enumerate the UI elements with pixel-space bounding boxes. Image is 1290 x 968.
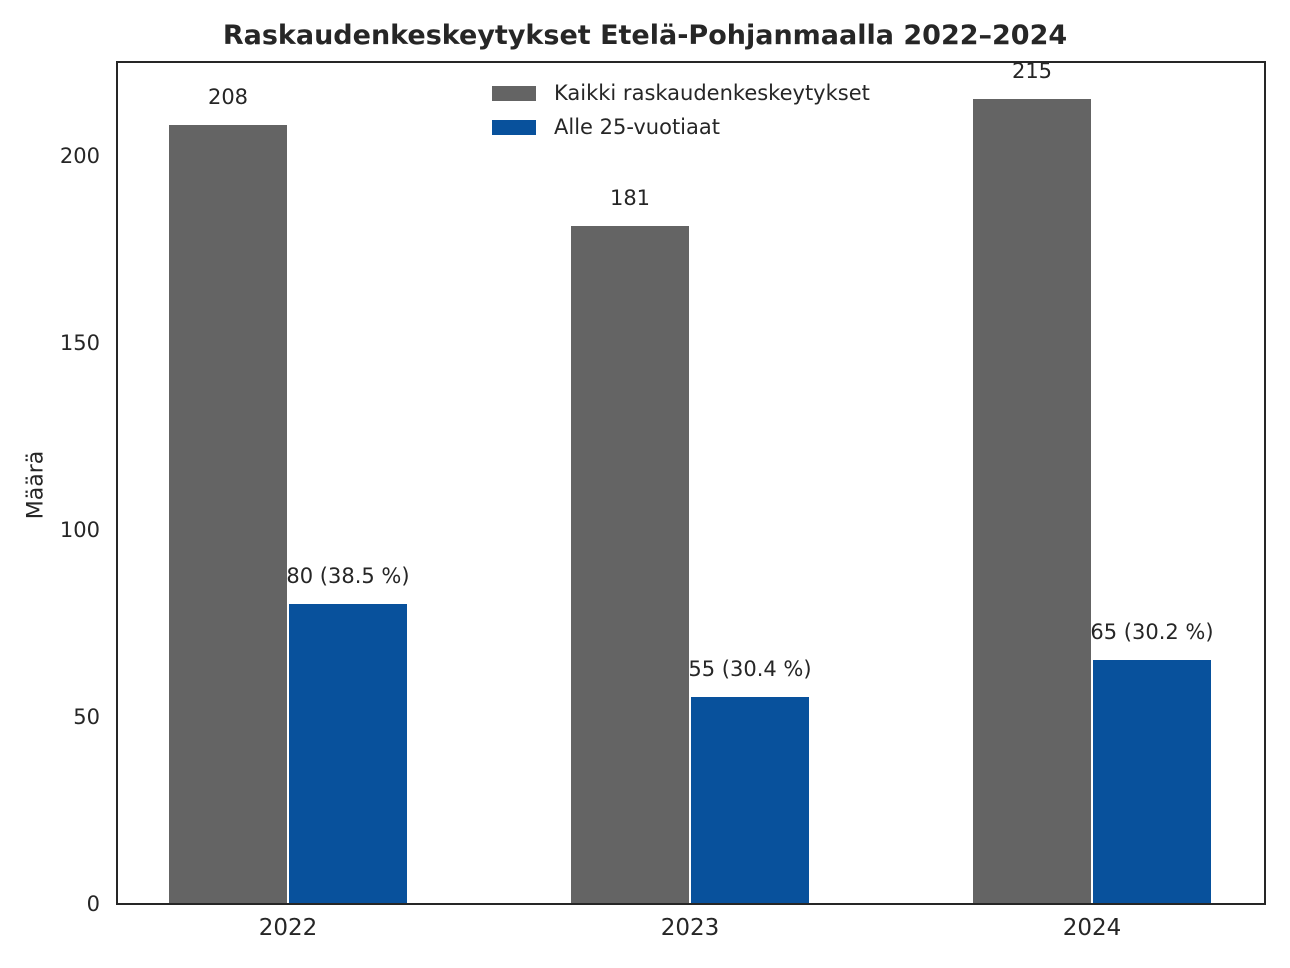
chart-title: Raskaudenkeskeytykset Etelä-Pohjanmaalla… bbox=[222, 20, 1068, 51]
x-tick-label: 2024 bbox=[1062, 915, 1122, 941]
y-tick-label: 100 bbox=[59, 518, 100, 543]
bar-value-label: 55 (30.4 %) bbox=[688, 657, 812, 682]
legend-swatch-under25 bbox=[492, 119, 536, 135]
legend-item-under25: Alle 25-vuotiaat bbox=[492, 110, 870, 144]
bar-under25 bbox=[1093, 659, 1211, 903]
y-tick-label: 200 bbox=[59, 144, 100, 169]
bar-all bbox=[571, 226, 689, 903]
bar-value-label: 208 bbox=[207, 85, 249, 110]
legend-item-all: Kaikki raskaudenkeskeytykset bbox=[492, 76, 870, 110]
x-tick-label: 2023 bbox=[660, 915, 720, 941]
bar-all bbox=[169, 125, 287, 903]
legend: Kaikki raskaudenkeskeytykset Alle 25-vuo… bbox=[492, 76, 870, 144]
legend-label-under25: Alle 25-vuotiaat bbox=[554, 115, 720, 139]
bar-under25 bbox=[289, 603, 407, 903]
bar-value-label: 65 (30.2 %) bbox=[1090, 619, 1214, 644]
y-tick-label: 150 bbox=[59, 331, 100, 356]
bar-value-label: 215 bbox=[1011, 59, 1053, 83]
bar-value-label: 181 bbox=[609, 186, 651, 211]
x-tick-label: 2022 bbox=[258, 915, 318, 941]
y-tick-label: 0 bbox=[86, 892, 100, 916]
bar-all bbox=[973, 99, 1091, 903]
legend-label-all: Kaikki raskaudenkeskeytykset bbox=[554, 81, 870, 105]
plot-area bbox=[116, 61, 1266, 905]
y-tick-label: 50 bbox=[73, 705, 100, 730]
bar-value-label: 80 (38.5 %) bbox=[286, 563, 410, 588]
bar-under25 bbox=[691, 697, 809, 903]
legend-swatch-all bbox=[492, 85, 536, 101]
y-axis-label: Määrä bbox=[23, 450, 49, 520]
